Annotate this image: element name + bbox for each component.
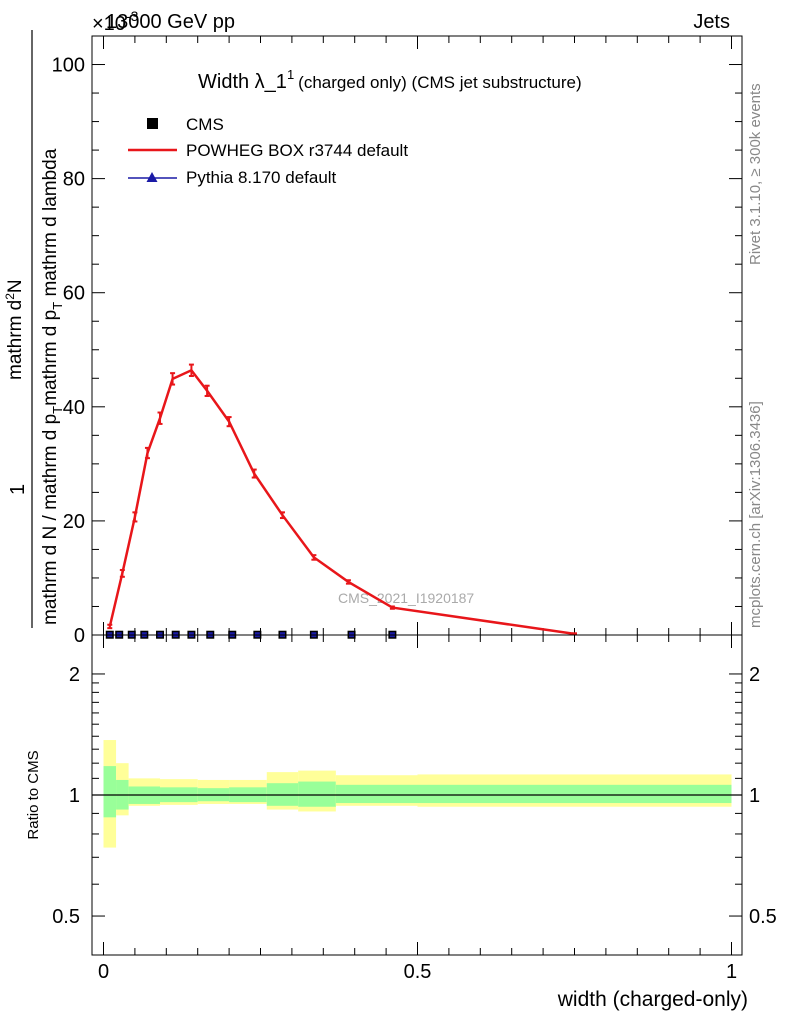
ylabel-numerator: mathrm d2N [3, 279, 26, 380]
ratio-ticks [92, 635, 742, 955]
ratio-ytick-label: 1 [69, 785, 80, 807]
xtick-label: 1 [726, 961, 737, 983]
legend: CMS POWHEG BOX r3744 default Pythia 8.17… [128, 115, 408, 187]
analysis-watermark: CMS_2021_I1920187 [338, 590, 474, 606]
ratio-bands [92, 740, 742, 848]
ratio-ytick-label: 0.5 [52, 906, 80, 928]
ratio-stat-band [298, 781, 336, 807]
header-left: 13000 GeV pp [106, 11, 235, 33]
ratio-ytick-label-right: 1 [749, 785, 760, 807]
ratio-ytick-label: 2 [69, 664, 80, 686]
ratio-ytick-labels: 0.5 1 2 [52, 664, 80, 928]
xtick-labels: 0 0.5 1 [98, 961, 737, 983]
ratio-panel: 0.512 0.512 0 0.5 1 Ratio to CMS width (ch… [25, 634, 777, 1011]
ylabel-prefix: 1 [7, 484, 29, 495]
xtick-label: 0 [98, 961, 109, 983]
exponent-label: ×10-3 [92, 8, 139, 35]
legend-pythia-marker [146, 172, 158, 182]
mcplots-label: mcplots.cern.ch [arXiv:1306.3436] [747, 401, 764, 628]
ratio-ytick-labels-right: 0.5 1 2 [749, 664, 777, 928]
main-ytick-label: 80 [63, 169, 85, 191]
series-powheg [107, 363, 577, 636]
legend-pythia-label: Pythia 8.170 default [186, 168, 337, 187]
ratio-stat-band [417, 784, 732, 804]
ylabel-denominator: mathrm d N / mathrm d pTmathrm d pT math… [40, 148, 65, 625]
ratio-ytick-label-right: 2 [749, 664, 760, 686]
legend-cms-marker [147, 118, 158, 129]
main-ytick-label: 40 [63, 397, 85, 419]
main-ylabel-numerator: mathrm d2N [3, 279, 26, 380]
legend-powheg-label: POWHEG BOX r3744 default [186, 141, 408, 160]
main-ytick-label: 100 [52, 55, 85, 77]
main-panel: 0 20 40 60 80 100 Width λ_11 (charged only) (C… [3, 30, 743, 647]
xtick-label: 0.5 [404, 961, 432, 983]
legend-cms-label: CMS [186, 115, 224, 134]
main-ytick-label: 0 [74, 625, 85, 647]
main-ytick-label: 60 [63, 283, 85, 305]
main-ylabel: 1 mathrm d N / mathrm d pTmathrm d pT ma… [7, 30, 65, 628]
ratio-ytick-label-right: 0.5 [749, 906, 777, 928]
ratio-stat-band [335, 784, 418, 804]
ratio-stat-band [103, 766, 117, 818]
plot-title: Width λ_11 (charged only) (CMS jet substr… [198, 67, 582, 93]
rivet-label: Rivet 3.1.10, ≥ 300k events [747, 83, 764, 265]
header-right: Jets [693, 11, 730, 33]
ratio-ylabel: Ratio to CMS [25, 750, 42, 839]
main-ytick-labels: 0 20 40 60 80 100 [52, 55, 85, 647]
main-ytick-label: 20 [63, 511, 85, 533]
x-axis-label: width (charged-only) [557, 988, 748, 1011]
